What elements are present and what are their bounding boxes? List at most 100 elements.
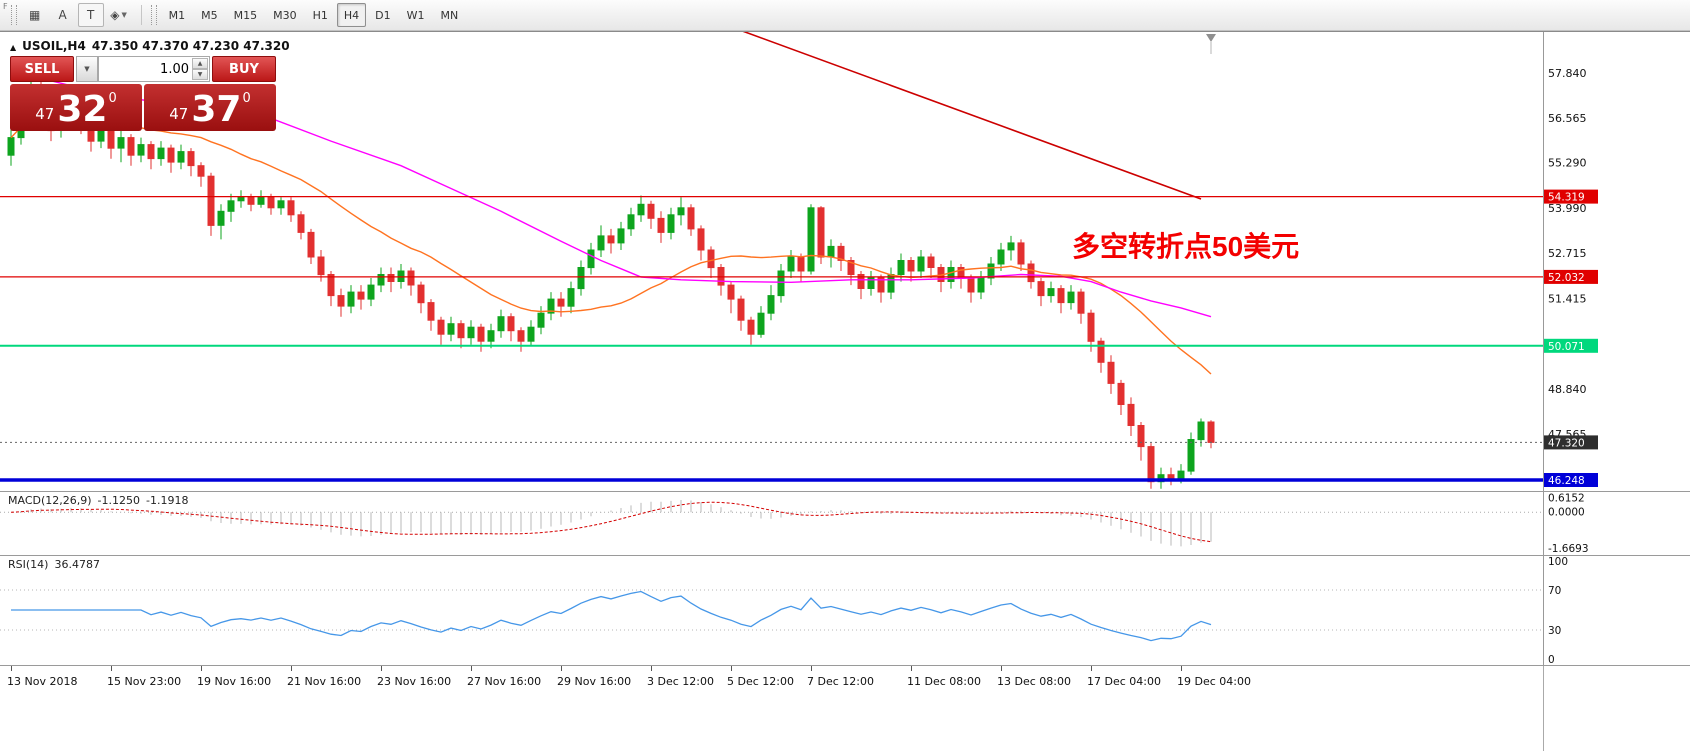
time-axis-label: 29 Nov 16:00: [557, 675, 632, 688]
time-axis-label: 23 Nov 16:00: [377, 675, 452, 688]
main-chart[interactable]: 57.840 56.565 55.290 53.990 52.715 51.415 48.8…: [0, 32, 1690, 491]
time-axis-label: 19 Dec 04:00: [1177, 675, 1251, 688]
time-tick: [11, 666, 12, 671]
time-axis-label: 7 Dec 12:00: [807, 675, 874, 688]
cursor-tool-icon[interactable]: A: [58, 8, 67, 22]
toolbar-separator: [140, 5, 142, 25]
svg-text:54.319: 54.319: [1548, 192, 1585, 204]
svg-text:53.990: 53.990: [1548, 202, 1587, 215]
macd-chart[interactable]: 0.6152 0.0000 -1.6693: [0, 492, 1690, 555]
svg-text:-1.6693: -1.6693: [1548, 543, 1589, 555]
sell-button[interactable]: SELL: [10, 56, 74, 82]
volume-up-button[interactable]: ▲: [192, 58, 208, 69]
macd-pane[interactable]: 0.6152 0.0000 -1.6693 MACD(12,26,9) -1.1250…: [0, 492, 1690, 556]
shapes-tool-icon[interactable]: ◈ ▼: [110, 8, 127, 22]
timeframe-button-H4[interactable]: H4: [336, 3, 367, 27]
time-tick: [731, 666, 732, 671]
svg-text:0.0000: 0.0000: [1548, 506, 1585, 518]
sell-price-sup: 0: [108, 91, 117, 106]
volume-down-button[interactable]: ▼: [192, 69, 208, 80]
timeframe-button-M5[interactable]: M5: [201, 8, 218, 22]
timeframe-button-M15[interactable]: M15: [233, 8, 258, 22]
collapse-trade-panel-arrow[interactable]: ▲: [10, 43, 17, 52]
macd-value-signal: -1.1918: [146, 494, 189, 507]
macd-value-main: -1.1250: [97, 494, 141, 507]
svg-text:30: 30: [1548, 625, 1561, 637]
time-axis-label: 11 Dec 08:00: [907, 675, 981, 688]
buy-button[interactable]: BUY: [212, 56, 276, 82]
buy-price[interactable]: 47 37 0: [144, 84, 276, 131]
timeframe-button-D1[interactable]: D1: [375, 8, 391, 22]
timeframe-button-M1[interactable]: M1: [168, 8, 186, 22]
timeframe-button-MN[interactable]: MN: [440, 8, 459, 22]
buy-price-head: 47: [169, 105, 189, 123]
svg-text:55.290: 55.290: [1548, 157, 1587, 170]
drawing-tools: ▦ A T ◈ ▼: [21, 3, 133, 27]
trendline: [742, 32, 1202, 200]
time-tick: [291, 666, 292, 671]
time-tick: [811, 666, 812, 671]
timeframe-button-H1[interactable]: H1: [312, 8, 328, 22]
time-tick: [381, 666, 382, 671]
buy-price-big: 37: [191, 89, 242, 131]
rsi-label: RSI(14) 36.4787: [8, 558, 106, 571]
sell-price[interactable]: 47 32 0: [10, 84, 142, 131]
timeframe-buttons: M1 M5 M15 M30 H1 H4 D1 W1 MN: [161, 3, 467, 27]
svg-text:0: 0: [1548, 654, 1555, 665]
time-axis-label: 17 Dec 04:00: [1087, 675, 1161, 688]
sell-price-head: 47: [35, 105, 55, 123]
time-axis[interactable]: 13 Nov 2018 15 Nov 23:00 19 Nov 16:00 21 No…: [0, 666, 1690, 751]
ohlc-label: 47.350 47.370 47.230 47.320: [91, 39, 290, 53]
timeframe-button-W1[interactable]: W1: [406, 8, 425, 22]
dropdown-arrow-icon: ▼: [121, 11, 127, 19]
macd-name: MACD(12,26,9): [8, 494, 92, 507]
svg-text:50.071: 50.071: [1548, 341, 1585, 353]
svg-text:0.6152: 0.6152: [1548, 492, 1585, 504]
sell-price-big: 32: [57, 89, 108, 131]
grid-f-icon[interactable]: ▦: [28, 8, 41, 22]
toolbar-f-mark: F: [3, 2, 8, 11]
time-tick: [911, 666, 912, 671]
one-click-trading-panel: SELL ▼ ▲ ▼ BUY 47 32 0 47: [10, 56, 276, 131]
svg-text:100: 100: [1548, 556, 1568, 568]
timeframe-button-M30[interactable]: M30: [273, 8, 297, 22]
text-tool-icon[interactable]: T: [77, 3, 104, 27]
chart-window: 57.840 56.565 55.290 53.990 52.715 51.415 48.8…: [0, 31, 1690, 751]
toolbar-grip[interactable]: [10, 5, 17, 25]
rsi-pane[interactable]: 100 70 30 0 RSI(14) 36.4787: [0, 556, 1690, 666]
time-tick: [201, 666, 202, 671]
toolbar-grip-2[interactable]: [150, 5, 157, 25]
time-tick: [471, 666, 472, 671]
svg-text:47.320: 47.320: [1548, 437, 1585, 449]
volume-input[interactable]: [99, 57, 209, 81]
chart-annotation-text: 多空转折点50美元: [1072, 231, 1300, 262]
time-axis-label: 19 Nov 16:00: [197, 675, 272, 688]
rsi-line: [11, 590, 1212, 642]
time-axis-label: 3 Dec 12:00: [647, 675, 714, 688]
time-axis-label: 13 Dec 08:00: [997, 675, 1071, 688]
macd-signal-line: [10, 501, 1212, 543]
rsi-value: 36.4787: [54, 558, 100, 571]
time-tick: [1181, 666, 1182, 671]
volume-dropdown[interactable]: ▼: [76, 56, 98, 82]
svg-text:51.415: 51.415: [1548, 293, 1587, 306]
ma-fast-line: [10, 114, 1212, 375]
time-axis-label: 15 Nov 23:00: [107, 675, 182, 688]
rsi-chart[interactable]: 100 70 30 0: [0, 556, 1690, 665]
chart-header: ▲ USOIL,H4 47.350 47.370 47.230 47.320: [10, 39, 290, 53]
svg-text:52.032: 52.032: [1548, 272, 1585, 284]
time-tick: [561, 666, 562, 671]
time-tick: [651, 666, 652, 671]
svg-text:57.840: 57.840: [1548, 67, 1587, 80]
svg-text:48.840: 48.840: [1548, 383, 1587, 396]
time-tick: [1001, 666, 1002, 671]
macd-label: MACD(12,26,9) -1.1250 -1.1918: [8, 494, 194, 507]
time-axis-label: 13 Nov 2018: [7, 675, 78, 688]
shift-marker: [1206, 34, 1216, 42]
time-axis-label: 5 Dec 12:00: [727, 675, 794, 688]
svg-text:56.565: 56.565: [1548, 112, 1587, 125]
buy-price-sup: 0: [242, 91, 251, 106]
main-chart-pane[interactable]: 57.840 56.565 55.290 53.990 52.715 51.415 48.8…: [0, 32, 1690, 492]
ma-slow-line: [10, 70, 1212, 318]
time-axis-label: 27 Nov 16:00: [467, 675, 542, 688]
